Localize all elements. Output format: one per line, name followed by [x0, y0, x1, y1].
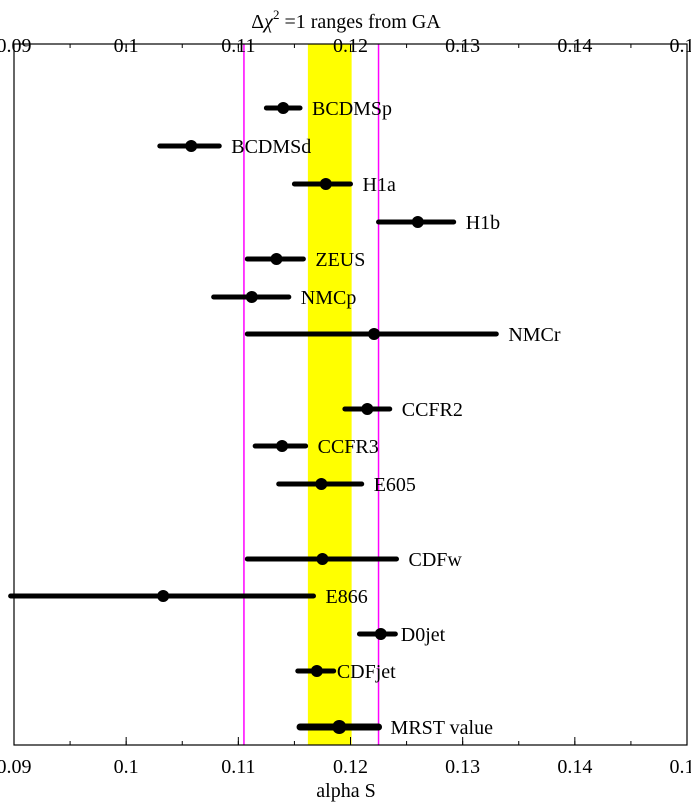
title-delta: Δ: [251, 11, 264, 33]
series-label: CCFR3: [318, 436, 379, 458]
series-label: CCFR2: [402, 399, 463, 421]
data-point: [276, 440, 289, 452]
data-point: [368, 328, 381, 340]
x-tick-label-bottom: 0.13: [445, 756, 480, 778]
data-point: [157, 590, 170, 602]
plot-area: 0.090.090.10.10.110.110.120.120.130.130.…: [0, 35, 691, 778]
series-label: BCDMSp: [312, 98, 392, 120]
series-label: H1b: [466, 212, 500, 234]
x-tick-label-bottom: 0.12: [333, 756, 368, 778]
series-label: CDFjet: [337, 661, 396, 683]
data-point: [315, 478, 328, 490]
data-point: [319, 178, 332, 190]
data-point: [245, 291, 258, 303]
x-axis-label: alpha S: [316, 780, 375, 802]
data-point: [411, 216, 424, 228]
series-label: NMCr: [508, 324, 561, 346]
x-tick-label-bottom: 0.1: [114, 756, 139, 778]
data-point: [270, 253, 283, 265]
x-tick-label-top: 0.15: [670, 35, 691, 57]
series-label: E605: [374, 474, 416, 496]
data-point: [332, 720, 347, 734]
title-rest: =1 ranges from GA: [279, 11, 441, 33]
series-label: D0jet: [401, 624, 446, 646]
data-point: [310, 665, 323, 677]
series-label: NMCp: [301, 287, 357, 309]
series-label: H1a: [363, 174, 396, 196]
alpha-s-band: [307, 44, 352, 745]
series-label: E866: [325, 586, 367, 608]
x-tick-label-bottom: 0.11: [221, 756, 255, 778]
data-point: [361, 403, 374, 415]
data-point: [277, 102, 290, 114]
data-point: [185, 140, 198, 152]
data-point: [374, 628, 387, 640]
x-tick-label-bottom: 0.14: [557, 756, 592, 778]
series-label: BCDMSd: [231, 136, 311, 158]
series-label: CDFw: [408, 549, 462, 571]
series-label: MRST value: [391, 717, 494, 739]
title-exponent: 2: [273, 7, 280, 22]
title-chi: χ: [262, 11, 274, 33]
x-tick-label-top: 0.09: [0, 35, 32, 57]
chart-title: Δχ2 =1 ranges from GA: [251, 7, 441, 33]
data-point: [316, 553, 329, 565]
x-tick-label-bottom: 0.15: [670, 756, 691, 778]
x-tick-label-bottom: 0.09: [0, 756, 32, 778]
series-label: ZEUS: [315, 249, 365, 271]
